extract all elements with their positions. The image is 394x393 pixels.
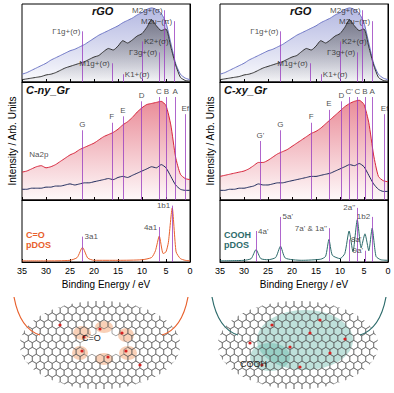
svg-text:25: 25 xyxy=(263,266,273,276)
svg-text:G: G xyxy=(79,120,85,129)
svg-text:15: 15 xyxy=(311,266,321,276)
svg-text:35: 35 xyxy=(17,266,27,276)
svg-text:Γ1g+(σ): Γ1g+(σ) xyxy=(52,27,81,36)
svg-text:M1g+(σ): M1g+(σ) xyxy=(277,59,308,68)
svg-text:M2u−(π): M2u−(π) xyxy=(339,17,370,26)
svg-text:Binding Energy / eV: Binding Energy / eV xyxy=(260,279,349,290)
svg-text:3a1: 3a1 xyxy=(84,232,98,241)
svg-text:B: B xyxy=(362,87,367,96)
svg-text:2a'': 2a'' xyxy=(343,203,355,212)
svg-text:1b2: 1b2 xyxy=(357,212,371,221)
svg-text:9a': 9a' xyxy=(353,246,364,255)
svg-text:5: 5 xyxy=(361,266,366,276)
svg-text:20: 20 xyxy=(287,266,297,276)
svg-text:pDOS: pDOS xyxy=(224,240,249,250)
svg-text:Ef: Ef xyxy=(181,104,189,113)
svg-text:30: 30 xyxy=(239,266,249,276)
svg-text:25: 25 xyxy=(65,266,75,276)
svg-text:COOH: COOH xyxy=(240,359,267,369)
svg-text:D: D xyxy=(139,91,145,100)
svg-text:C=O: C=O xyxy=(26,230,45,240)
svg-text:Γ3g+(σ): Γ3g+(σ) xyxy=(327,48,356,57)
svg-text:B: B xyxy=(164,87,169,96)
svg-text:COOH: COOH xyxy=(224,230,251,240)
svg-text:20: 20 xyxy=(89,266,99,276)
svg-text:K1+(σ): K1+(σ) xyxy=(323,70,348,79)
svg-text:10: 10 xyxy=(335,266,345,276)
svg-text:M2u−(π): M2u−(π) xyxy=(141,17,172,26)
svg-text:C': C' xyxy=(345,87,353,96)
svg-text:G: G xyxy=(277,120,283,129)
svg-text:1b1: 1b1 xyxy=(157,201,171,210)
svg-text:C: C xyxy=(156,87,162,96)
svg-text:F: F xyxy=(309,112,314,121)
svg-text:pDOS: pDOS xyxy=(26,240,51,250)
svg-text:E: E xyxy=(120,106,125,115)
svg-text:15: 15 xyxy=(113,266,123,276)
svg-text:rGO: rGO xyxy=(290,5,312,17)
svg-text:10: 10 xyxy=(137,266,147,276)
svg-text:A: A xyxy=(172,87,178,96)
svg-text:5a': 5a' xyxy=(282,212,293,221)
svg-text:C-xy_Gr: C-xy_Gr xyxy=(224,84,268,96)
svg-text:M2g+(σ): M2g+(σ) xyxy=(330,6,361,15)
svg-text:C=O: C=O xyxy=(82,333,101,343)
svg-text:0: 0 xyxy=(187,266,192,276)
svg-text:K2+(σ): K2+(σ) xyxy=(342,37,367,46)
svg-text:A: A xyxy=(369,87,375,96)
svg-text:M2g+(σ): M2g+(σ) xyxy=(132,6,163,15)
svg-text:E: E xyxy=(326,99,331,108)
svg-text:Binding Energy / eV: Binding Energy / eV xyxy=(62,279,151,290)
svg-text:5: 5 xyxy=(163,266,168,276)
svg-text:Intensity / Arb. Units: Intensity / Arb. Units xyxy=(7,97,18,186)
svg-text:Γ1g+(σ): Γ1g+(σ) xyxy=(250,27,279,36)
svg-text:7a' & 1a'': 7a' & 1a'' xyxy=(295,224,328,233)
svg-text:G': G' xyxy=(256,131,264,140)
svg-text:K2+(σ): K2+(σ) xyxy=(144,37,169,46)
svg-text:Γ3g+(σ): Γ3g+(σ) xyxy=(129,48,158,57)
svg-text:4a1: 4a1 xyxy=(144,223,158,232)
svg-text:rGO: rGO xyxy=(92,5,114,17)
svg-text:30: 30 xyxy=(41,266,51,276)
svg-text:8a': 8a' xyxy=(351,235,362,244)
svg-text:F: F xyxy=(109,112,114,121)
svg-text:M1g+(σ): M1g+(σ) xyxy=(79,59,110,68)
svg-text:Na2p: Na2p xyxy=(29,150,49,159)
svg-text:C-ny_Gr: C-ny_Gr xyxy=(26,84,70,96)
svg-text:D: D xyxy=(339,91,345,100)
svg-text:Intensity / Arb. Units: Intensity / Arb. Units xyxy=(205,97,216,186)
svg-text:Ef: Ef xyxy=(381,104,389,113)
svg-text:K1+(σ): K1+(σ) xyxy=(125,70,150,79)
svg-text:4a': 4a' xyxy=(258,227,269,236)
svg-text:0: 0 xyxy=(385,266,390,276)
svg-text:35: 35 xyxy=(215,266,225,276)
svg-text:C: C xyxy=(354,87,360,96)
